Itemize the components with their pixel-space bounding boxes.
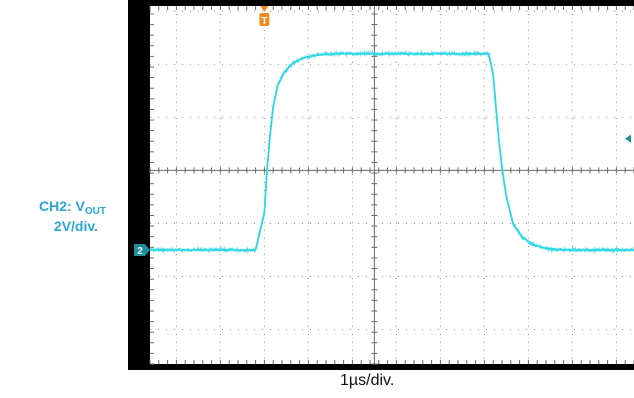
trace-layer	[149, 49, 634, 255]
trigger-arrow-icon	[260, 6, 269, 12]
trigger-marker: T	[259, 6, 270, 27]
plot-area	[150, 6, 634, 364]
timebase-label: 1µs/div.	[340, 372, 395, 389]
channel-2-marker-icon	[134, 243, 150, 256]
channel-label: CH2: VOUT	[20, 198, 106, 217]
channel-marker: 2	[134, 243, 150, 257]
channel-label-subscript: OUT	[84, 206, 106, 217]
channel-2-glyph: 2	[137, 246, 143, 257]
channel-label-prefix: CH2: V	[38, 198, 85, 214]
trigger-glyph: T	[261, 16, 267, 27]
grid	[149, 6, 634, 365]
markers-layer: T 2	[134, 6, 631, 257]
trigger-box	[259, 13, 270, 26]
channel-scale: 2V/div.	[53, 218, 98, 234]
trigger-level-arrow-icon	[625, 134, 631, 143]
trace-line	[150, 52, 634, 251]
